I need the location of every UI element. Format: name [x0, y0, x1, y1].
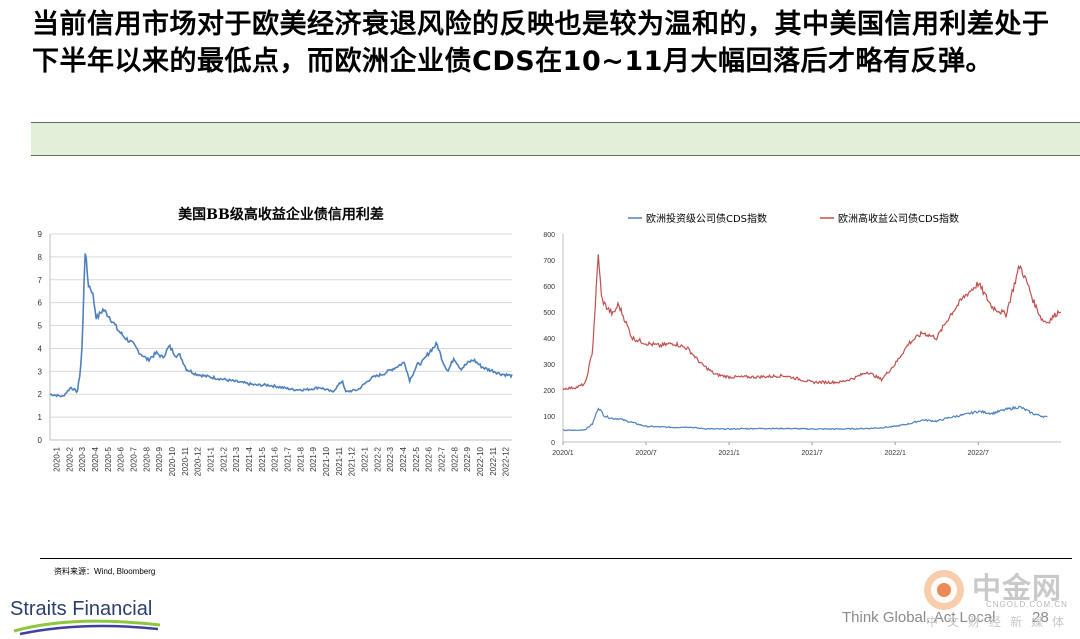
left-y-tick-label: 2 — [38, 390, 43, 399]
left-x-tick-label: 2020-6 — [117, 446, 126, 471]
right-y-tick-label: 0 — [551, 440, 555, 447]
left-x-tick-label: 2022-5 — [412, 446, 421, 471]
right-x-tick-label: 2021/1 — [718, 450, 740, 457]
header-bar — [31, 122, 1080, 156]
left-x-tick-label: 2022-7 — [437, 446, 446, 471]
legend-label: 欧洲投资级公司债CDS指数 — [646, 212, 767, 225]
watermark-subtitle: 中文财经新媒体 — [926, 615, 1074, 629]
page-number: 28 — [1032, 609, 1049, 626]
left-x-tick-label: 2020-2 — [65, 446, 74, 471]
right-y-tick-label: 500 — [543, 310, 555, 317]
left-x-tick-label: 2021-3 — [232, 446, 241, 471]
left-y-tick-label: 8 — [38, 253, 43, 262]
right-x-tick-label: 2020/1 — [552, 450, 574, 457]
left-x-tick-label: 2020-12 — [194, 446, 203, 476]
source-rule — [40, 558, 1072, 559]
watermark-name: 中金网 — [972, 571, 1063, 605]
logo-swoosh-icon — [13, 619, 161, 636]
left-x-tick-label: 2020-1 — [52, 446, 61, 471]
left-x-tick-label: 2021-10 — [322, 446, 331, 476]
right-y-tick-label: 800 — [543, 232, 555, 239]
left-x-tick-label: 2022-1 — [360, 446, 369, 471]
left-x-tick-label: 2020-5 — [104, 446, 113, 471]
left-x-tick-label: 2022-10 — [476, 446, 485, 476]
left-x-tick-label: 2021-11 — [335, 446, 344, 475]
source-note: 资料来源：Wind, Bloomberg — [54, 567, 156, 576]
right-x-tick-label: 2021/7 — [801, 450, 823, 457]
left-x-tick-label: 2021-7 — [283, 446, 292, 471]
left-y-tick-label: 4 — [38, 344, 43, 353]
left-x-tick-label: 2022-12 — [502, 446, 511, 476]
left-x-tick-label: 2021-2 — [219, 446, 228, 471]
eu-hy-cds-line — [562, 254, 1062, 391]
headline: 当前信用市场对于欧美经济衰退风险的反映也是较为温和的，其中美国信用利差处于下半年… — [32, 9, 1050, 77]
left-x-tick-label: 2022-3 — [386, 446, 395, 471]
left-x-tick-label: 2022-8 — [450, 446, 459, 471]
left-y-tick-label: 3 — [38, 367, 43, 376]
left-x-tick-label: 2020-10 — [168, 446, 177, 476]
left-y-tick-label: 9 — [38, 230, 43, 239]
right-y-tick-label: 600 — [543, 284, 555, 291]
left-x-tick-label: 2021-5 — [258, 446, 267, 471]
left-y-tick-label: 6 — [38, 299, 43, 308]
left-x-tick-label: 2020-7 — [129, 446, 138, 471]
left-x-tick-label: 2022-4 — [399, 446, 408, 471]
right-x-tick-label: 2022/1 — [884, 450, 906, 457]
legend-label: 欧洲高收益公司债CDS指数 — [838, 212, 959, 225]
us-bb-spread-line — [49, 253, 513, 398]
cngold-logo-icon — [924, 570, 964, 610]
right-y-tick-label: 700 — [543, 258, 555, 265]
right-y-tick-label: 200 — [543, 388, 555, 395]
footer-slogan: Think Global. Act Local — [842, 609, 996, 626]
straits-financial-logo: Straits Financial — [10, 598, 153, 620]
eu-ig-cds-line — [562, 405, 1048, 432]
watermark-url: CNGOLD.COM.CN — [986, 600, 1068, 609]
left-x-tick-label: 2020-9 — [155, 446, 164, 471]
right-y-tick-label: 400 — [543, 336, 555, 343]
left-x-tick-label: 2020-3 — [78, 446, 87, 471]
left-y-tick-label: 1 — [38, 413, 43, 422]
left-x-tick-label: 2021-8 — [296, 446, 305, 471]
left-chart-title: 美国BB级高收益企业债信用利差 — [178, 207, 384, 223]
left-x-tick-label: 2022-9 — [463, 446, 472, 471]
left-x-tick-label: 2021-4 — [245, 446, 254, 471]
left-x-tick-label: 2021-1 — [206, 446, 215, 471]
left-x-tick-label: 2021-12 — [348, 446, 357, 476]
left-x-tick-label: 2020-11 — [181, 446, 190, 475]
left-y-tick-label: 5 — [38, 322, 43, 331]
left-x-tick-label: 2022-11 — [489, 446, 498, 475]
left-x-tick-label: 2022-6 — [425, 446, 434, 471]
right-y-tick-label: 300 — [543, 362, 555, 369]
left-x-tick-label: 2021-6 — [271, 446, 280, 471]
left-x-tick-label: 2020-8 — [142, 446, 151, 471]
right-y-tick-label: 100 — [543, 414, 555, 421]
right-x-tick-label: 2020/7 — [635, 450, 657, 457]
left-x-tick-label: 2021-9 — [309, 446, 318, 471]
left-y-tick-label: 7 — [38, 276, 43, 285]
right-x-tick-label: 2022/7 — [967, 450, 989, 457]
left-x-tick-label: 2022-2 — [373, 446, 382, 471]
left-x-tick-label: 2020-4 — [91, 446, 100, 471]
left-y-tick-label: 0 — [38, 436, 43, 445]
